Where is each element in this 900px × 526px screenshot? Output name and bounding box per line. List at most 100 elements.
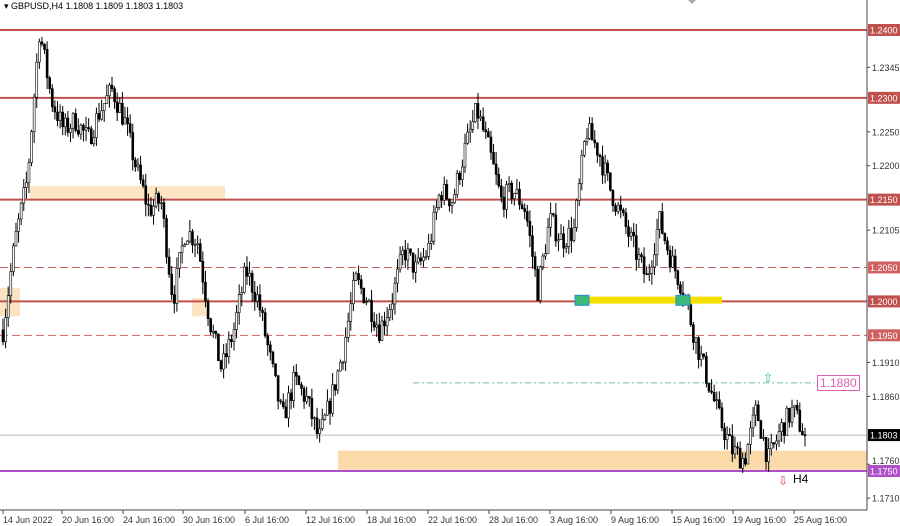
candle-body — [507, 182, 511, 185]
candle-body — [38, 41, 41, 63]
candle — [710, 379, 713, 395]
candle — [520, 201, 524, 210]
candle — [315, 407, 319, 439]
candle — [396, 259, 399, 293]
candle — [572, 218, 576, 243]
candle-body — [606, 162, 610, 173]
candle-body — [622, 209, 625, 214]
candle-body — [564, 246, 568, 249]
candle-body — [74, 113, 77, 131]
candle — [375, 313, 379, 337]
candle-body — [476, 103, 480, 119]
candle-body — [531, 235, 534, 257]
arrow-down-icon: ⇩ — [778, 474, 788, 488]
candle — [165, 214, 168, 264]
y-tick-label: 1.1910 — [872, 358, 900, 368]
candle — [450, 201, 454, 214]
candle — [243, 262, 246, 294]
candle — [744, 452, 747, 467]
candle-body — [609, 172, 612, 191]
timeframe-annotation: H4 — [793, 472, 809, 486]
candle — [30, 129, 33, 167]
candle — [305, 386, 308, 405]
candle-body — [185, 240, 189, 245]
candle-body — [525, 211, 529, 222]
candle-body — [603, 162, 607, 176]
candle-body — [294, 372, 298, 377]
candle-body — [331, 384, 334, 414]
dropdown-triangle-icon[interactable]: ▾ — [4, 1, 9, 11]
candle-body — [419, 257, 423, 262]
candle — [170, 266, 174, 300]
x-tick-label: 12 Jul 16:00 — [306, 515, 355, 525]
candle-body — [307, 396, 311, 399]
candle-body — [105, 95, 109, 104]
candle-body — [53, 106, 57, 113]
candle — [253, 281, 257, 311]
candle-body — [84, 127, 88, 131]
level-tag — [868, 261, 900, 274]
candle — [513, 192, 516, 206]
x-tick-label: 18 Jul 16:00 — [367, 515, 416, 525]
candle — [580, 149, 584, 191]
candle — [419, 252, 423, 266]
candle — [777, 423, 781, 448]
candle — [746, 443, 750, 465]
candle-body — [17, 218, 20, 232]
candle — [622, 207, 625, 217]
candle-body — [266, 335, 270, 346]
candle-body — [1, 329, 5, 343]
candle — [79, 123, 83, 140]
candle-body — [494, 163, 498, 175]
candle — [297, 374, 301, 386]
candle — [705, 351, 708, 388]
candle — [559, 224, 563, 241]
candle — [183, 242, 186, 248]
candle — [162, 198, 166, 228]
candle-body — [598, 154, 602, 157]
level-tag — [868, 329, 900, 342]
candle — [383, 311, 386, 335]
candle-body — [162, 202, 166, 219]
candle-body — [562, 233, 565, 249]
candle-body — [723, 427, 726, 441]
candle — [676, 269, 680, 290]
candle-body — [66, 117, 70, 133]
candle-body — [725, 434, 729, 441]
candle-body — [328, 400, 332, 414]
candle-body — [214, 331, 218, 335]
candle — [6, 286, 10, 327]
candle-body — [276, 375, 280, 402]
target-label: 1.1880 — [817, 375, 860, 391]
candle-body — [546, 226, 550, 254]
candle — [655, 218, 659, 266]
candle — [74, 108, 77, 133]
candle — [320, 408, 324, 432]
candle — [544, 244, 547, 260]
candle — [53, 100, 57, 120]
candle — [17, 213, 20, 243]
candle-body — [388, 309, 392, 318]
candle-body — [372, 321, 376, 328]
candle-body — [196, 243, 199, 246]
candle — [570, 216, 573, 253]
candle — [414, 254, 417, 283]
candle — [471, 109, 475, 133]
candle-body — [712, 392, 716, 402]
x-tick-label: 19 Aug 16:00 — [733, 515, 786, 525]
candle-body — [256, 294, 259, 302]
candle — [403, 239, 407, 269]
candle-body — [528, 221, 532, 236]
candle-body — [248, 272, 251, 277]
candle — [256, 286, 259, 308]
candle — [196, 235, 199, 254]
candle — [206, 298, 210, 327]
y-tick-label: 1.2105 — [872, 226, 900, 236]
candle — [502, 186, 506, 218]
candle — [494, 152, 498, 185]
candle-body — [40, 41, 44, 45]
candle-body — [136, 164, 140, 168]
candle-body — [193, 244, 197, 246]
candle — [198, 238, 202, 263]
